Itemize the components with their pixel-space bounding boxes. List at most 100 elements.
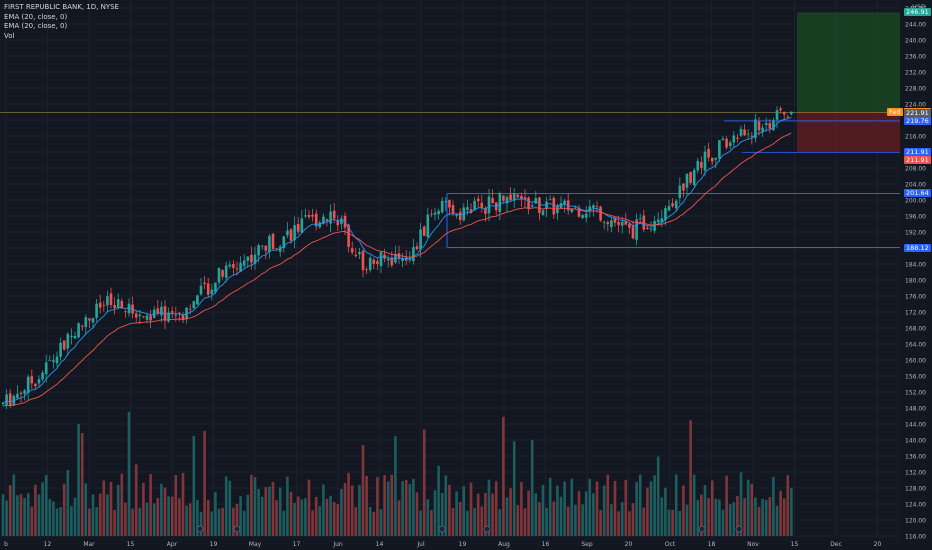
- volume-bar: [142, 482, 145, 536]
- candle-body: [577, 207, 581, 217]
- candle-body: [1, 402, 5, 405]
- candle-body: [210, 289, 214, 295]
- volume-bar: [354, 507, 358, 536]
- price-label: 221.91: [904, 109, 931, 118]
- volume-bar: [34, 484, 37, 536]
- candle-body: [268, 235, 271, 253]
- candle-body: [379, 252, 383, 267]
- candle-body: [401, 258, 404, 262]
- volume-bar: [674, 474, 678, 536]
- legend-volume[interactable]: Vol: [4, 31, 15, 40]
- event-marker-icon: [698, 525, 706, 533]
- time-tick-label: 17: [293, 541, 301, 548]
- volume-bar: [372, 511, 376, 536]
- candle-body: [73, 335, 77, 339]
- volume-bar: [458, 502, 462, 536]
- candle-body: [602, 222, 606, 224]
- legend-ema-2[interactable]: EMA (20, close, 0): [4, 22, 68, 30]
- volume-bar: [232, 507, 235, 536]
- volume-bar: [332, 502, 336, 536]
- candle-body: [714, 157, 718, 160]
- candle-body: [469, 209, 473, 213]
- candle-body: [523, 197, 527, 200]
- volume-bar: [764, 499, 768, 536]
- candle-body: [134, 313, 138, 318]
- price-tick-label: 136.00: [905, 454, 926, 461]
- volume-bar: [19, 494, 23, 536]
- volume-bar: [484, 492, 487, 536]
- price-tick-label: 128.00: [905, 486, 926, 493]
- candle-body: [322, 216, 325, 224]
- candle-body: [419, 229, 422, 250]
- event-marker-icon: [483, 525, 491, 533]
- candle-body: [631, 226, 635, 239]
- candle-body: [34, 383, 37, 387]
- volume-bar: [552, 501, 556, 536]
- volume-bar: [584, 491, 588, 536]
- candle-body: [8, 393, 12, 407]
- volume-bar: [73, 497, 77, 536]
- candle-body: [307, 214, 311, 217]
- volume-bar: [599, 509, 602, 536]
- volume-bar: [620, 502, 624, 536]
- volume-bar: [386, 481, 390, 536]
- volume-bar: [134, 464, 138, 536]
- volume-bar: [260, 496, 264, 536]
- candle-body: [26, 376, 30, 393]
- candle-body: [692, 170, 696, 186]
- volume-bar: [224, 476, 228, 536]
- volume-bar: [502, 416, 505, 536]
- ema-slow-line: [2, 132, 792, 407]
- candle-body: [156, 308, 160, 314]
- volume-bar: [59, 506, 62, 536]
- volume-bar: [368, 507, 372, 536]
- volume-bar: [131, 508, 134, 536]
- candle-body: [365, 269, 368, 271]
- volume-bar: [210, 511, 214, 536]
- candle-body: [689, 171, 692, 183]
- candle-body: [163, 306, 167, 321]
- volume-bar: [739, 472, 743, 536]
- candle-body: [138, 314, 142, 317]
- volume-bar: [538, 502, 541, 536]
- candle-body: [437, 210, 440, 215]
- candle-body: [91, 318, 95, 323]
- legend-symbol[interactable]: FIRST REPUBLIC BANK, 1D, NYSE: [4, 3, 119, 11]
- candle-body: [527, 197, 530, 210]
- volume-bar: [426, 499, 430, 536]
- price-tick-label: 124.00: [905, 502, 926, 509]
- candle-body: [52, 360, 55, 362]
- volume-bar: [304, 498, 307, 536]
- volume-bar: [671, 509, 674, 536]
- candle-body: [584, 213, 588, 218]
- price-tick-label: 116.00: [905, 534, 926, 541]
- candle-body: [167, 312, 170, 322]
- candle-body: [595, 206, 599, 208]
- volume-bar: [235, 503, 239, 536]
- volume-bar: [296, 496, 300, 536]
- volume-bar: [318, 506, 322, 536]
- volume-bar: [678, 510, 682, 536]
- candle-body: [772, 120, 775, 130]
- volume-bar: [664, 487, 667, 536]
- volume-bar: [451, 507, 455, 536]
- candle-body: [361, 250, 365, 271]
- volume-bar: [631, 503, 635, 536]
- volume-bar: [559, 496, 563, 536]
- candle-body: [664, 208, 667, 220]
- candle-body: [221, 270, 224, 277]
- candle-body: [563, 200, 566, 205]
- candle-body: [340, 218, 343, 224]
- volume-bar: [534, 493, 538, 536]
- candle-body: [718, 140, 721, 159]
- candle-body: [685, 173, 689, 188]
- candle-body: [192, 301, 196, 309]
- volume-bar: [246, 494, 250, 536]
- volume-bar: [376, 477, 379, 536]
- candle-body: [761, 127, 764, 132]
- candle-body: [754, 119, 757, 139]
- legend-ema-1[interactable]: EMA (20, close, 0): [4, 12, 68, 21]
- volume-bar: [786, 475, 790, 536]
- candle-body: [181, 314, 185, 321]
